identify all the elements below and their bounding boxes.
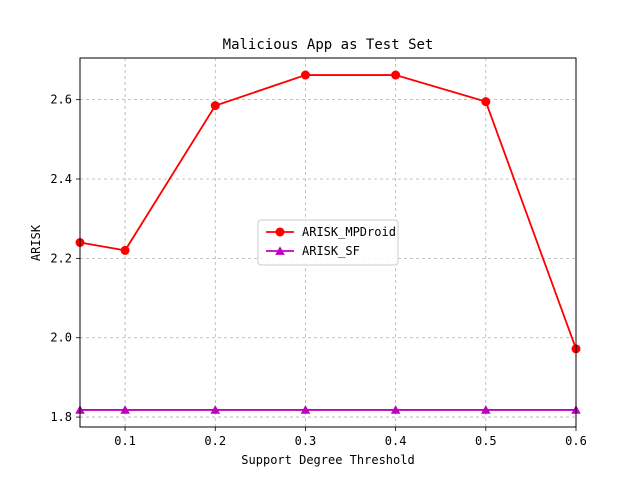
x-axis: 0.1 0.2 0.3 0.4 0.5 0.6 xyxy=(114,427,587,448)
x-tick-label: 0.3 xyxy=(295,434,317,448)
y-tick-label: 2.2 xyxy=(50,251,72,265)
legend: ARISK_MPDroid ARISK_SF xyxy=(257,219,399,266)
x-tick-label: 0.1 xyxy=(114,434,136,448)
data-point xyxy=(120,405,130,414)
data-point xyxy=(391,70,401,80)
data-point xyxy=(481,97,491,107)
data-point xyxy=(210,405,221,414)
data-point xyxy=(300,405,311,414)
data-point xyxy=(300,70,310,80)
data-point xyxy=(481,405,491,414)
x-tick-label: 0.5 xyxy=(475,434,497,448)
series-group xyxy=(75,70,581,414)
y-tick-label: 2.0 xyxy=(50,331,72,345)
legend-label: ARISK_SF xyxy=(302,244,360,258)
chart-title: Malicious App as Test Set xyxy=(223,37,434,53)
y-tick-label: 2.4 xyxy=(50,172,72,186)
y-tick-label: 2.6 xyxy=(50,93,72,107)
legend-label: ARISK_MPDroid xyxy=(302,225,396,239)
x-tick-label: 0.2 xyxy=(204,434,226,448)
plot-frame xyxy=(79,57,577,428)
series-2 xyxy=(75,405,581,414)
legend-item: ARISK_SF xyxy=(266,244,360,258)
x-tick-label: 0.4 xyxy=(385,434,407,448)
x-axis-label: Support Degree Threshold xyxy=(241,453,414,467)
y-tick-label: 1.8 xyxy=(50,410,72,424)
legend-item: ARISK_MPDroid xyxy=(266,225,396,239)
x-tick-label: 0.6 xyxy=(565,434,587,448)
legend-marker xyxy=(275,227,285,237)
data-point xyxy=(390,405,401,414)
y-axis-label: ARISK xyxy=(29,224,43,261)
y-axis: 1.8 2.0 2.2 2.4 2.6 xyxy=(50,93,80,424)
data-point xyxy=(210,101,220,111)
legend-marker xyxy=(275,246,285,255)
series-line xyxy=(79,74,577,350)
data-point xyxy=(120,245,130,255)
series-1 xyxy=(75,70,581,354)
